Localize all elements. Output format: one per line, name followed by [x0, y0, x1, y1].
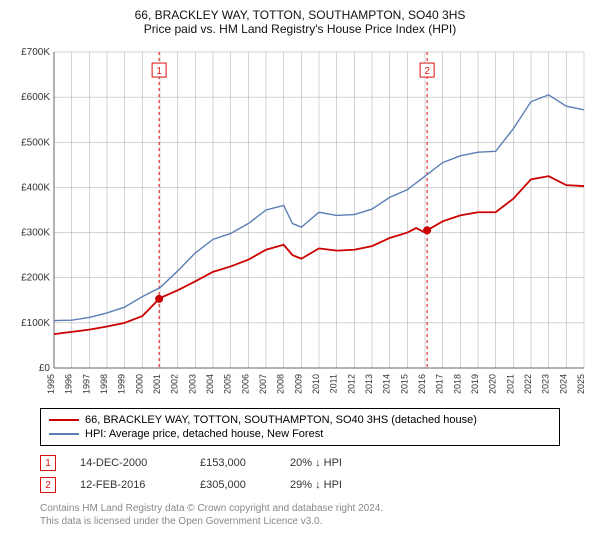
svg-text:1999: 1999 — [117, 374, 127, 394]
svg-text:£200K: £200K — [21, 273, 50, 284]
footer: Contains HM Land Registry data © Crown c… — [40, 502, 383, 528]
svg-text:2022: 2022 — [523, 374, 533, 394]
svg-text:2015: 2015 — [399, 374, 409, 394]
svg-text:1995: 1995 — [46, 374, 56, 394]
annotation-badge: 2 — [40, 477, 56, 493]
svg-text:2016: 2016 — [417, 374, 427, 394]
title-line2: Price paid vs. HM Land Registry's House … — [0, 22, 600, 36]
svg-text:2000: 2000 — [134, 374, 144, 394]
svg-text:1997: 1997 — [81, 374, 91, 394]
svg-text:2017: 2017 — [435, 374, 445, 394]
legend: 66, BRACKLEY WAY, TOTTON, SOUTHAMPTON, S… — [40, 408, 560, 446]
title-line1: 66, BRACKLEY WAY, TOTTON, SOUTHAMPTON, S… — [0, 8, 600, 22]
svg-text:2010: 2010 — [311, 374, 321, 394]
svg-text:2006: 2006 — [240, 374, 250, 394]
svg-text:2003: 2003 — [187, 374, 197, 394]
svg-text:2019: 2019 — [470, 374, 480, 394]
annotation-row: 2 12-FEB-2016 £305,000 29% ↓ HPI — [40, 474, 380, 496]
annotation-date: 14-DEC-2000 — [80, 457, 200, 469]
svg-text:£700K: £700K — [21, 47, 50, 58]
legend-label-2: HPI: Average price, detached house, New … — [85, 428, 323, 440]
svg-text:1998: 1998 — [99, 374, 109, 394]
svg-text:£100K: £100K — [21, 318, 50, 329]
svg-text:£600K: £600K — [21, 92, 50, 103]
svg-text:2011: 2011 — [329, 374, 339, 393]
annotation-date: 12-FEB-2016 — [80, 479, 200, 491]
legend-row: 66, BRACKLEY WAY, TOTTON, SOUTHAMPTON, S… — [49, 413, 551, 427]
annotation-price: £305,000 — [200, 479, 290, 491]
svg-text:2024: 2024 — [558, 374, 568, 394]
svg-text:2021: 2021 — [505, 374, 515, 394]
legend-swatch-1 — [49, 419, 79, 421]
annotation-row: 1 14-DEC-2000 £153,000 20% ↓ HPI — [40, 452, 380, 474]
svg-text:2: 2 — [424, 66, 430, 77]
annotation-price: £153,000 — [200, 457, 290, 469]
svg-text:2009: 2009 — [293, 374, 303, 394]
svg-text:2018: 2018 — [452, 374, 462, 394]
svg-text:1996: 1996 — [64, 374, 74, 394]
legend-row: HPI: Average price, detached house, New … — [49, 427, 551, 441]
chart-container: 66, BRACKLEY WAY, TOTTON, SOUTHAMPTON, S… — [0, 0, 600, 560]
svg-text:£300K: £300K — [21, 228, 50, 239]
svg-text:£400K: £400K — [21, 182, 50, 193]
chart-area: £0 £100K £200K £300K £400K £500K £600K £700K 199… — [10, 46, 590, 400]
svg-text:2013: 2013 — [364, 374, 374, 394]
svg-text:2002: 2002 — [170, 374, 180, 394]
footer-line1: Contains HM Land Registry data © Crown c… — [40, 502, 383, 515]
annotation-pct: 29% ↓ HPI — [290, 479, 380, 491]
svg-text:2001: 2001 — [152, 374, 162, 394]
svg-text:2020: 2020 — [488, 374, 498, 394]
svg-text:2007: 2007 — [258, 374, 268, 394]
svg-text:2005: 2005 — [223, 374, 233, 394]
svg-text:£0: £0 — [39, 363, 51, 374]
annotation-badge: 1 — [40, 455, 56, 471]
title-block: 66, BRACKLEY WAY, TOTTON, SOUTHAMPTON, S… — [0, 0, 600, 36]
svg-text:2025: 2025 — [576, 374, 586, 394]
svg-text:2004: 2004 — [205, 374, 215, 394]
footer-line2: This data is licensed under the Open Gov… — [40, 515, 383, 528]
annotations: 1 14-DEC-2000 £153,000 20% ↓ HPI 2 12-FE… — [40, 452, 380, 496]
annotation-pct: 20% ↓ HPI — [290, 457, 380, 469]
svg-text:2023: 2023 — [541, 374, 551, 394]
svg-text:£500K: £500K — [21, 137, 50, 148]
legend-label-1: 66, BRACKLEY WAY, TOTTON, SOUTHAMPTON, S… — [85, 414, 477, 426]
svg-text:2014: 2014 — [382, 374, 392, 394]
legend-swatch-2 — [49, 433, 79, 435]
svg-text:2012: 2012 — [346, 374, 356, 394]
svg-text:1: 1 — [156, 66, 162, 77]
chart-svg: £0 £100K £200K £300K £400K £500K £600K £700K 199… — [10, 46, 590, 400]
svg-text:2008: 2008 — [276, 374, 286, 394]
